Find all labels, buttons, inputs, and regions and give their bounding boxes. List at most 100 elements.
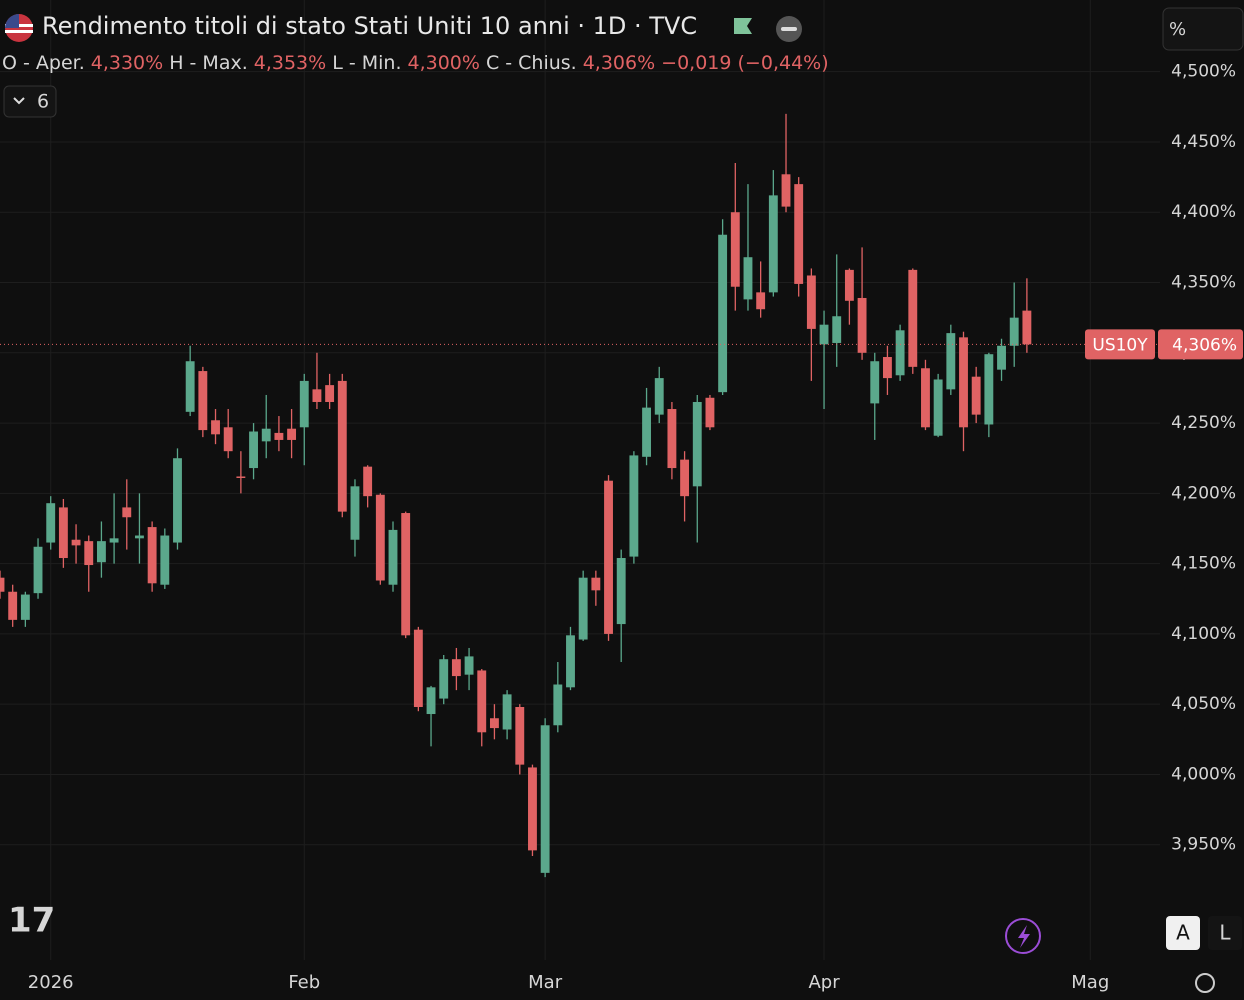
candle-body bbox=[654, 378, 664, 415]
plot-area bbox=[0, 113, 1160, 878]
legend-value: 4,353% bbox=[253, 52, 327, 74]
candle-body bbox=[464, 656, 474, 675]
candle-body bbox=[122, 507, 132, 518]
candle-body bbox=[84, 541, 94, 566]
candle-body bbox=[971, 376, 981, 415]
candle-body bbox=[895, 330, 905, 376]
lightning-button[interactable] bbox=[1005, 918, 1041, 954]
candle-body bbox=[401, 513, 411, 636]
x-tick-label: 2026 bbox=[28, 972, 74, 993]
last-price-label: 4,306% bbox=[1172, 335, 1237, 355]
candle-body bbox=[299, 380, 309, 428]
y-tick-label: 4,100% bbox=[1171, 624, 1236, 644]
candle-body bbox=[261, 428, 271, 442]
candle-body bbox=[337, 380, 347, 512]
candle-body bbox=[566, 635, 575, 688]
chart-title: Rendimento titoli di stato Stati Uniti 1… bbox=[42, 12, 698, 40]
x-tick-label: Mag bbox=[1071, 972, 1109, 993]
candle-body bbox=[553, 684, 563, 726]
candle-body bbox=[794, 184, 804, 284]
candle-body bbox=[743, 257, 753, 300]
lightning-icon bbox=[1018, 925, 1030, 948]
candle-body bbox=[388, 529, 398, 585]
y-tick-label: 3,950% bbox=[1171, 835, 1236, 855]
candle-body bbox=[908, 269, 918, 367]
x-tick-label: Apr bbox=[808, 972, 840, 993]
symbol-label: US10Y bbox=[1092, 335, 1148, 355]
tv-logo: 17 bbox=[8, 901, 55, 941]
y-tick-label: 4,250% bbox=[1171, 413, 1236, 433]
candle-body bbox=[426, 687, 436, 715]
candle-body bbox=[46, 503, 56, 543]
candle-body bbox=[489, 718, 499, 729]
candle-body bbox=[921, 368, 930, 428]
candle-body bbox=[604, 480, 613, 634]
candle-body bbox=[844, 269, 854, 301]
y-tick-label: 4,450% bbox=[1171, 132, 1236, 152]
candle-body bbox=[1022, 310, 1032, 345]
auto-scale-button[interactable] bbox=[1166, 916, 1200, 950]
candle-body bbox=[274, 432, 284, 440]
legend-label: L - Min. bbox=[332, 52, 402, 74]
candle-body bbox=[185, 361, 195, 412]
x-tick-label: Feb bbox=[288, 972, 320, 993]
axes: 3,950% 4,000% 4,050% 4,100% 4,150% 4,200% 4,25… bbox=[28, 62, 1243, 993]
candle-body bbox=[0, 577, 5, 592]
auto-scale-label: A bbox=[1176, 921, 1190, 945]
candle-body bbox=[236, 476, 246, 478]
y-tick-label: 4,050% bbox=[1171, 694, 1236, 714]
candle-body bbox=[20, 594, 30, 620]
candle-body bbox=[692, 401, 702, 487]
y-tick-label: 4,150% bbox=[1171, 554, 1236, 574]
y-tick-label: 4,000% bbox=[1171, 764, 1236, 784]
unit-button[interactable] bbox=[1162, 7, 1244, 51]
candle-body bbox=[439, 659, 449, 699]
candle-body bbox=[984, 354, 994, 425]
legend-value: 4,330% bbox=[90, 52, 164, 74]
candle-body bbox=[528, 767, 537, 851]
candle-body bbox=[933, 379, 943, 436]
candle-body bbox=[413, 629, 423, 707]
candle-body bbox=[806, 275, 816, 329]
x-tick-label: Mar bbox=[528, 972, 563, 993]
candle-body bbox=[325, 385, 335, 402]
unit-button-label: % bbox=[1169, 19, 1186, 40]
candle-body bbox=[540, 725, 550, 873]
y-tick-label: 4,500% bbox=[1171, 62, 1236, 82]
candle-body bbox=[781, 174, 791, 207]
candle-body bbox=[502, 694, 512, 730]
candle-body bbox=[249, 431, 258, 469]
y-tick-label: 4,200% bbox=[1171, 483, 1236, 503]
y-tick-label: 4,400% bbox=[1171, 202, 1236, 222]
candle-body bbox=[768, 195, 778, 293]
candle-body bbox=[71, 539, 81, 546]
candle-body bbox=[705, 397, 715, 428]
candle-body bbox=[857, 297, 867, 353]
candle-body bbox=[730, 212, 740, 287]
candle-body bbox=[96, 541, 106, 563]
candle-body bbox=[1009, 317, 1019, 346]
candle-body bbox=[477, 670, 487, 733]
settings-icon[interactable] bbox=[1195, 973, 1215, 993]
candle-body bbox=[147, 527, 157, 584]
last-price-badge bbox=[1158, 329, 1243, 360]
candle-body bbox=[629, 455, 639, 557]
log-scale-button[interactable] bbox=[1208, 916, 1242, 950]
candle-body bbox=[832, 316, 842, 343]
candle-body bbox=[946, 333, 956, 390]
legend-label: C - Chius. bbox=[485, 52, 577, 74]
candle-body bbox=[515, 706, 525, 765]
candle-body bbox=[819, 324, 829, 345]
legend-label: O - Aper. bbox=[2, 52, 85, 74]
indicators-toggle[interactable] bbox=[3, 85, 57, 118]
legend-label: H - Max. bbox=[169, 52, 248, 74]
indicators-count: 6 bbox=[37, 91, 49, 113]
candle-body bbox=[160, 535, 170, 585]
candle-body bbox=[997, 345, 1006, 370]
candle-body bbox=[109, 538, 119, 543]
candle-body bbox=[451, 659, 461, 677]
candle-body bbox=[211, 420, 220, 435]
candle-body bbox=[350, 486, 360, 540]
ohlc-legend: O - Aper. 4,330% H - Max. 4,353% L - Min. 4,3… bbox=[2, 52, 835, 74]
